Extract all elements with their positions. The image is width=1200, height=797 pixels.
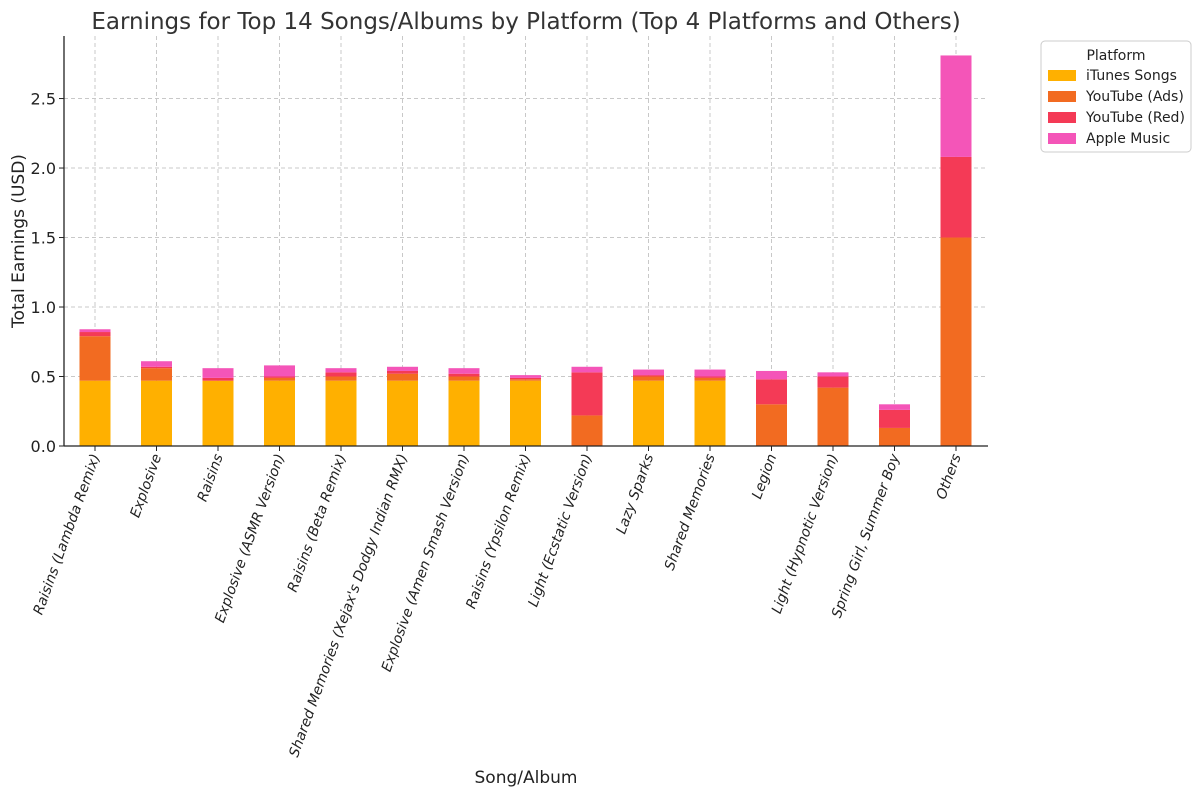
y-tick-label: 2.0 xyxy=(31,159,56,178)
x-axis-title: Song/Album xyxy=(475,768,578,788)
chart-title: Earnings for Top 14 Songs/Albums by Plat… xyxy=(91,9,960,35)
bar-segment xyxy=(141,368,172,381)
bar-segment xyxy=(79,336,111,381)
bar-segment xyxy=(202,377,234,381)
bar-segment xyxy=(571,415,603,446)
bar-segment xyxy=(694,380,726,446)
bar-segment xyxy=(694,376,726,378)
bar-segment xyxy=(387,370,418,374)
bar-segment xyxy=(141,366,172,369)
bar-segment xyxy=(940,156,972,238)
bar-segment xyxy=(325,368,357,373)
bar-segment xyxy=(79,329,111,333)
x-tick-label: Shared Memories xyxy=(662,452,719,573)
y-tick-label: 1.5 xyxy=(31,229,56,248)
bar-segment xyxy=(694,369,726,377)
bar-segment xyxy=(571,366,603,373)
y-tick-label: 1.0 xyxy=(31,298,56,317)
legend-entry-label: Apple Music xyxy=(1086,131,1170,147)
bar-segment xyxy=(448,373,480,377)
bar-segment xyxy=(325,376,357,381)
bar-segment xyxy=(264,376,295,378)
bar-segment xyxy=(756,370,787,380)
bar-segment xyxy=(694,377,726,381)
x-tick-label: Explosive xyxy=(127,452,165,520)
legend-box xyxy=(1040,40,1192,153)
legend-swatch xyxy=(1048,70,1076,81)
bar-segment xyxy=(571,372,603,416)
x-tick-label: Others xyxy=(934,452,965,502)
bar-segment xyxy=(141,380,172,446)
bar-segment xyxy=(879,404,910,410)
bar-segment xyxy=(264,377,295,381)
bar-segment xyxy=(633,380,664,446)
bar-segment xyxy=(325,372,357,377)
bar-segment xyxy=(202,368,234,378)
bar-segment xyxy=(79,380,111,446)
legend-entry-label: iTunes Songs xyxy=(1086,68,1177,84)
bar-segment xyxy=(879,427,910,446)
bar-segment xyxy=(940,55,972,157)
bar-segment xyxy=(817,387,849,446)
bar-segment xyxy=(817,372,849,377)
bar-segment xyxy=(448,376,480,381)
bar-segment xyxy=(448,368,480,374)
legend-entry-label: YouTube (Ads) xyxy=(1085,89,1184,105)
bar-segment xyxy=(79,332,111,337)
bar-segment xyxy=(510,377,541,380)
legend-swatch xyxy=(1048,133,1076,144)
y-axis-title: Total Earnings (USD) xyxy=(9,154,29,329)
bar-segment xyxy=(264,380,295,446)
x-tick-label: Shared Memories (Xejax's Dodgy Indian RM… xyxy=(286,452,411,759)
bar-segment xyxy=(940,237,972,446)
bars xyxy=(79,55,972,446)
bar-segment xyxy=(510,379,541,381)
bar-segment xyxy=(325,380,357,446)
bar-segment xyxy=(633,369,664,376)
bar-segment xyxy=(264,365,295,377)
bar-segment xyxy=(202,380,234,446)
bar-segment xyxy=(448,380,480,446)
legend-swatch xyxy=(1048,112,1076,123)
legend-entry-label: YouTube (Red) xyxy=(1085,110,1185,126)
bar-segment xyxy=(756,379,787,405)
y-tick-label: 0.5 xyxy=(31,368,56,387)
bar-segment xyxy=(510,375,541,378)
legend: Platform iTunes Songs YouTube (Ads) YouTub… xyxy=(1040,40,1192,153)
bar-segment xyxy=(879,409,910,428)
x-tick-label: Legion xyxy=(749,452,780,501)
bar-segment xyxy=(633,375,664,377)
bar-segment xyxy=(756,404,787,446)
bar-segment xyxy=(387,380,418,446)
x-tick-label: Raisins xyxy=(195,452,227,504)
bar-segment xyxy=(141,361,172,367)
bar-segment xyxy=(387,366,418,371)
bar-segment xyxy=(510,380,541,446)
legend-title: Platform xyxy=(1086,48,1145,64)
y-tick-label: 2.5 xyxy=(31,90,56,109)
x-tick-label: Raisins (Lambda Remix) xyxy=(31,452,104,617)
y-tick-label: 0.0 xyxy=(31,437,56,456)
x-tick-label: Light (Hypnotic Version) xyxy=(769,452,842,616)
x-tick-label: Spring Girl, Summer Boy xyxy=(829,451,904,620)
x-tick-label: Light (Ecstatic Version) xyxy=(525,452,595,609)
x-tick-label: Raisins (Ypsilon Remix) xyxy=(463,452,534,611)
legend-swatch xyxy=(1048,91,1076,102)
bar-segment xyxy=(633,376,664,381)
x-tick-label: Explosive (ASMR Version) xyxy=(212,452,288,625)
x-tick-label: Lazy Sparks xyxy=(613,452,657,536)
x-tick-label: Raisins (Beta Remix) xyxy=(285,452,350,594)
bar-segment xyxy=(387,373,418,381)
bar-segment xyxy=(817,376,849,388)
